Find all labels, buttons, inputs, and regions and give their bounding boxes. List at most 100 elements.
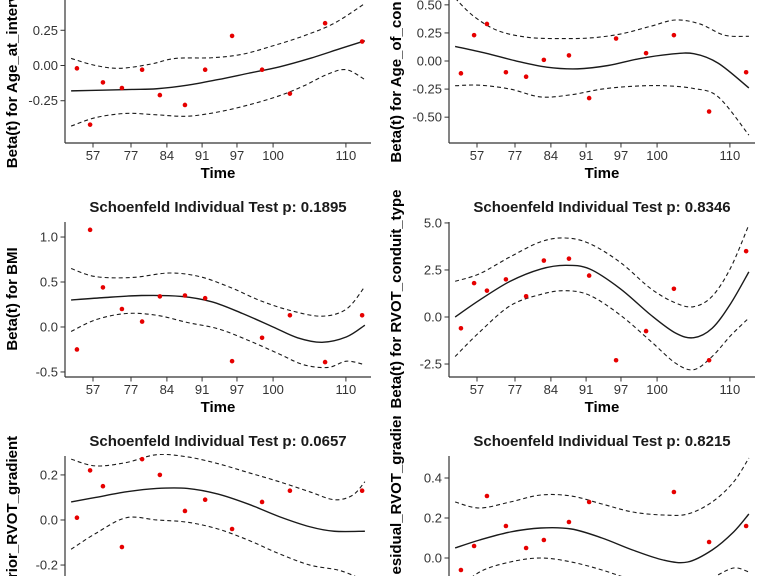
data-point xyxy=(139,67,145,73)
y-tick-label: 0.2 xyxy=(424,511,442,526)
data-point xyxy=(100,80,106,85)
x-tick-label: 110 xyxy=(336,382,357,397)
x-tick-label: 77 xyxy=(124,148,138,163)
x-tick-label: 100 xyxy=(262,382,284,397)
smooth-line xyxy=(454,513,750,564)
panel-title: Schoenfeld Individual Test p: 0.8346 xyxy=(473,199,730,216)
data-point xyxy=(743,69,749,75)
y-tick-label: 2.5 xyxy=(424,262,442,277)
ci-lower-line xyxy=(70,68,366,127)
smooth-line xyxy=(70,487,365,533)
x-tick-label: 91 xyxy=(195,148,209,163)
data-point xyxy=(87,227,93,233)
panel-residual-rvot-gradient: Schoenfeld Individual Test p: 0.8215 esid… xyxy=(388,416,750,576)
data-point xyxy=(139,319,145,324)
data-point xyxy=(503,277,509,282)
x-axis-label: Time xyxy=(201,165,236,182)
x-tick-label: 91 xyxy=(579,148,593,163)
data-point xyxy=(182,293,188,298)
panel-title: Schoenfeld Individual Test p: 0.8215 xyxy=(473,433,730,450)
data-point xyxy=(458,71,464,76)
data-point xyxy=(100,483,106,489)
ci-upper-line xyxy=(456,0,749,40)
data-point xyxy=(287,91,293,96)
ci-upper-line xyxy=(70,267,366,317)
data-point xyxy=(259,335,265,341)
y-tick-label: -2.5 xyxy=(420,357,442,372)
x-axis-label: Time xyxy=(585,165,620,182)
x-tick-label: 77 xyxy=(124,382,138,397)
smooth-line xyxy=(454,264,750,339)
y-tick-label: -0.25 xyxy=(412,82,442,97)
data-point xyxy=(157,294,163,299)
data-point xyxy=(743,523,749,529)
data-point xyxy=(119,544,125,550)
data-point xyxy=(74,515,80,521)
data-point xyxy=(202,497,208,503)
data-point xyxy=(182,508,188,514)
y-axis-label: esidual_RVOT_gradient xyxy=(388,416,405,574)
data-point xyxy=(541,57,547,63)
data-point xyxy=(100,285,106,290)
data-point xyxy=(643,328,649,334)
data-point xyxy=(586,273,592,278)
ci-lower-line xyxy=(70,516,356,576)
data-point xyxy=(484,288,490,293)
data-point xyxy=(503,69,509,75)
x-tick-label: 97 xyxy=(230,382,244,397)
data-point xyxy=(471,32,477,38)
data-point xyxy=(484,21,490,27)
y-tick-label: 0.0 xyxy=(40,319,58,334)
x-tick-label: 91 xyxy=(579,382,593,397)
data-point xyxy=(706,539,712,545)
data-point xyxy=(541,258,547,263)
smooth-line xyxy=(71,40,366,92)
panel-title: Schoenfeld Individual Test p: 0.1895 xyxy=(89,199,346,216)
panel-age-of-con: Beta(t) for Age_of_con 0.50 0.25 0.00 -0.25 -… xyxy=(388,0,755,182)
x-tick-label: 97 xyxy=(230,148,244,163)
data-point xyxy=(586,95,592,101)
data-point xyxy=(743,248,749,254)
data-point xyxy=(322,20,328,26)
x-tick-label: 84 xyxy=(544,382,558,397)
y-tick-label: 0.0 xyxy=(424,309,442,324)
data-point xyxy=(458,325,464,331)
x-tick-label: 110 xyxy=(720,148,741,163)
y-tick-label: 0.50 xyxy=(33,0,58,3)
data-point xyxy=(566,53,572,58)
ci-upper-line xyxy=(454,457,750,516)
y-tick-label: 0.25 xyxy=(33,23,58,38)
y-tick-label: 0.25 xyxy=(417,25,442,40)
data-point xyxy=(157,472,163,478)
data-point xyxy=(471,543,477,549)
data-point xyxy=(87,122,93,127)
data-point xyxy=(706,357,712,363)
data-point xyxy=(706,109,712,114)
x-tick-label: 77 xyxy=(508,382,522,397)
data-point xyxy=(74,66,80,71)
y-axis-label: Prior_RVOT_gradient xyxy=(4,436,21,576)
panel-age-at-interv: Beta(t) for Age_at_interv 0.50 0.25 0.00 -0.… xyxy=(4,0,371,182)
data-point xyxy=(359,312,365,318)
data-point xyxy=(182,102,188,108)
y-tick-label: -0.50 xyxy=(412,110,442,125)
data-point xyxy=(523,545,529,551)
x-tick-label: 110 xyxy=(336,148,357,163)
y-tick-label: 1.0 xyxy=(40,230,58,245)
y-axis-label: Beta(t) for RVOT_conduit_type xyxy=(388,190,405,409)
data-point xyxy=(671,32,677,38)
y-tick-label: -0.2 xyxy=(36,558,58,573)
data-point xyxy=(229,33,235,39)
y-tick-label: 0.0 xyxy=(424,551,442,566)
y-tick-label: 0.2 xyxy=(40,467,58,482)
ci-lower-line xyxy=(472,557,750,576)
x-tick-label: 100 xyxy=(646,382,668,397)
data-point xyxy=(322,359,328,365)
panel-title: Schoenfeld Individual Test p: 0.0657 xyxy=(89,433,346,450)
data-point xyxy=(287,312,293,318)
x-axis-label: Time xyxy=(585,399,620,416)
data-point xyxy=(119,85,125,91)
ci-upper-line xyxy=(70,3,366,69)
data-point xyxy=(359,39,365,44)
